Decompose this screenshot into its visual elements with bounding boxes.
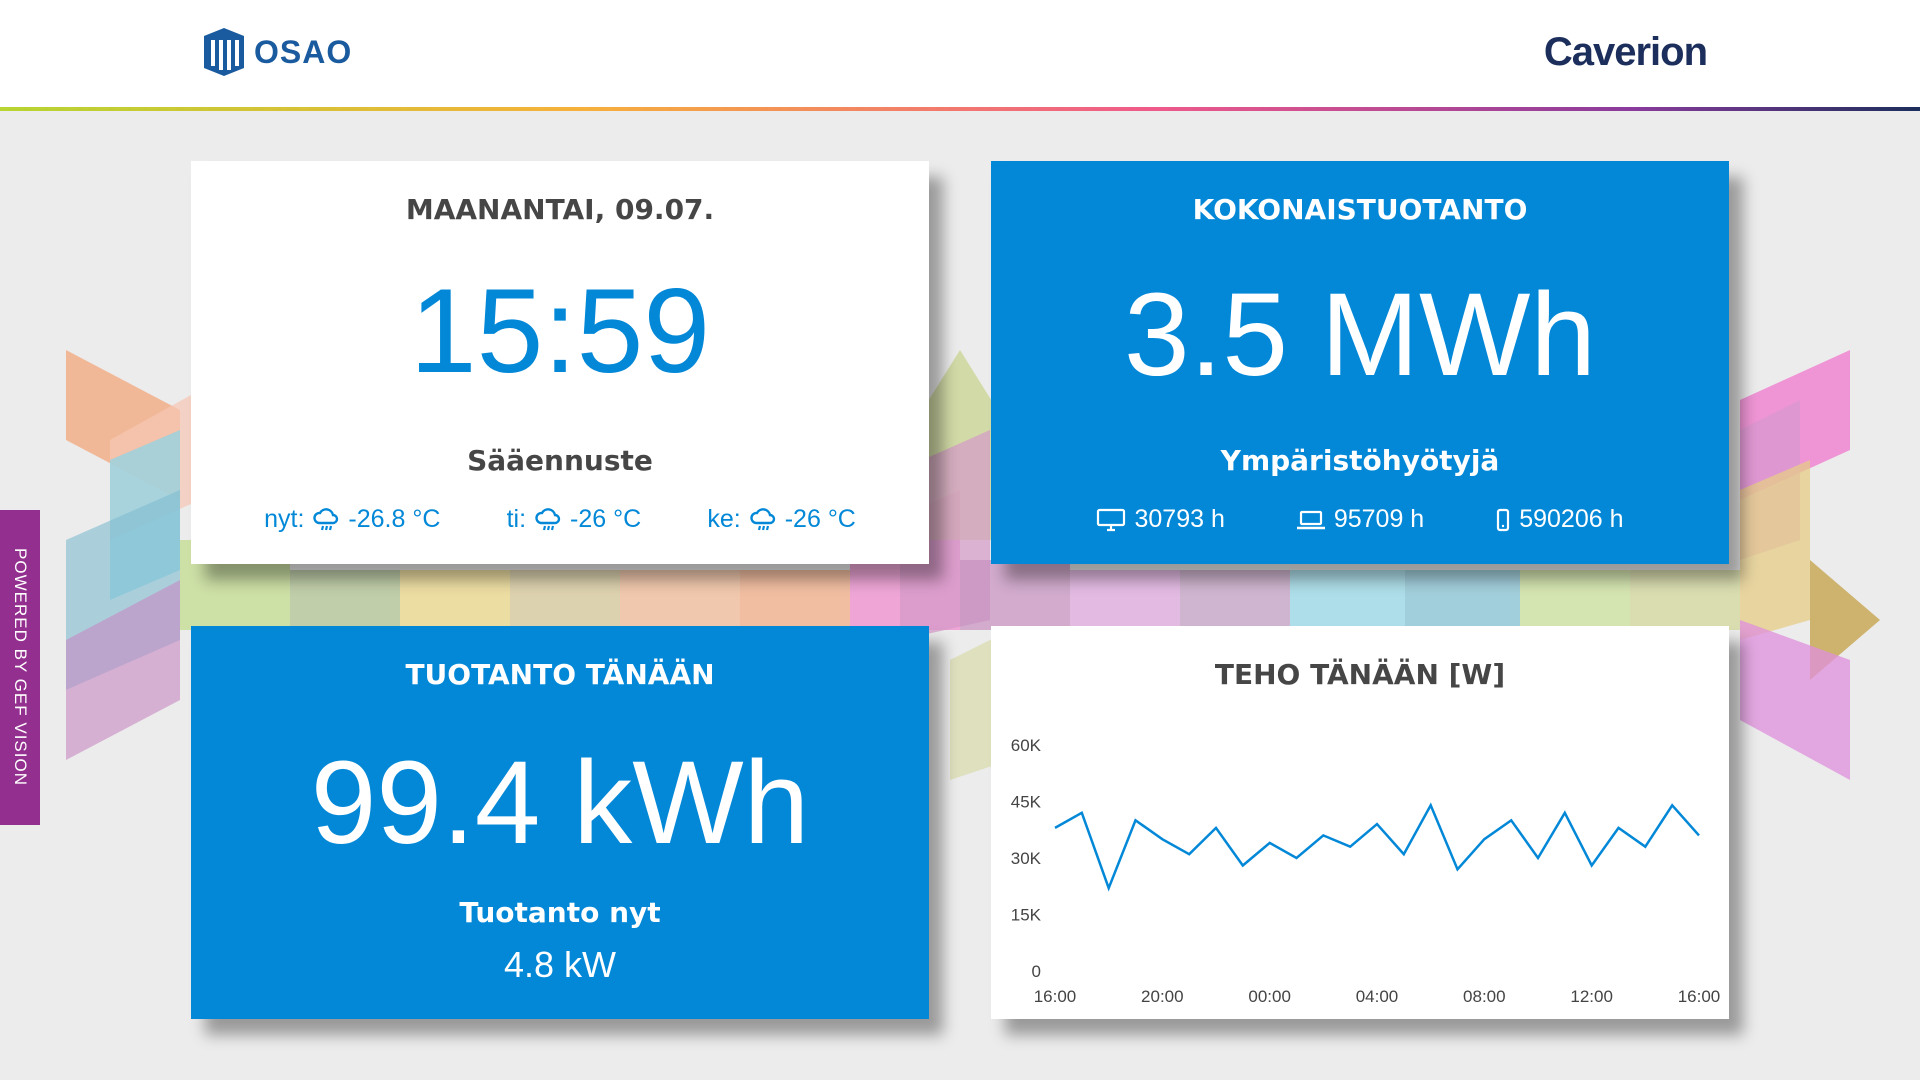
forecast-item-now: nyt: -26.8 °C xyxy=(264,505,440,534)
forecast-day: ke: xyxy=(707,505,741,533)
environment-benefits-row: 30793 h 95709 h 590206 h xyxy=(991,505,1729,534)
x-tick-label: 08:00 xyxy=(1463,987,1506,1006)
benefit-value: 590206 h xyxy=(1519,505,1624,533)
y-tick-label: 60K xyxy=(1011,736,1042,755)
clock-time: 15:59 xyxy=(409,264,711,398)
forecast-temp: -26.8 °C xyxy=(348,505,441,533)
total-production-title: KOKONAISTUOTANTO xyxy=(1192,193,1528,226)
total-production-card: KOKONAISTUOTANTO 3.5 MWh Ympäristöhyötyj… xyxy=(991,161,1729,564)
header-gradient-line xyxy=(0,107,1920,111)
forecast-heading: Sääennuste xyxy=(467,444,653,477)
today-production-title: TUOTANTO TÄNÄÄN xyxy=(405,658,715,691)
current-production-value: 4.8 kW xyxy=(503,944,617,985)
forecast-item-wednesday: ke: -26 °C xyxy=(707,505,856,534)
x-tick-label: 12:00 xyxy=(1570,987,1613,1006)
monitor-icon xyxy=(1097,508,1126,531)
today-production-value: 99.4 kWh xyxy=(310,737,810,869)
cloud-rain-icon xyxy=(535,507,561,530)
current-production-heading: Tuotanto nyt xyxy=(459,896,661,929)
caverion-logo: Caverion xyxy=(1543,30,1708,74)
laptop-icon xyxy=(1296,510,1325,529)
y-tick-label: 45K xyxy=(1011,793,1042,812)
chart-title: TEHO TÄNÄÄN [W] xyxy=(1214,658,1506,691)
cloud-rain-icon xyxy=(750,507,775,530)
top-bar xyxy=(0,0,1920,108)
forecast-day: ti: xyxy=(506,505,527,533)
clock-card: MAANANTAI, 09.07. 15:59 Sääennuste nyt: … xyxy=(191,161,929,564)
x-tick-label: 16:00 xyxy=(1678,987,1721,1006)
osao-logo-icon xyxy=(204,28,244,76)
osao-logo: OSAO xyxy=(200,26,352,78)
date-label: MAANANTAI, 09.07. xyxy=(405,193,715,226)
environment-benefits-heading: Ympäristöhyötyjä xyxy=(1220,444,1500,477)
powered-by-label: POWERED BY GEF VISION xyxy=(0,510,40,825)
y-tick-label: 0 xyxy=(1032,962,1041,981)
benefit-laptop: 95709 h xyxy=(1296,505,1424,534)
x-tick-label: 20:00 xyxy=(1141,987,1184,1006)
forecast-item-tuesday: ti: -26 °C xyxy=(507,505,642,534)
cloud-rain-icon xyxy=(313,507,339,530)
x-tick-label: 00:00 xyxy=(1248,987,1291,1006)
benefit-value: 95709 h xyxy=(1333,505,1425,533)
benefit-monitor: 30793 h xyxy=(1096,505,1225,534)
powered-by-text: POWERED BY GEF VISION xyxy=(11,548,30,786)
benefit-value: 30793 h xyxy=(1134,505,1225,533)
x-tick-label: 04:00 xyxy=(1356,987,1399,1006)
forecast-temp: -26 °C xyxy=(784,505,856,533)
benefit-phone: 590206 h xyxy=(1495,505,1623,534)
today-production-card: TUOTANTO TÄNÄÄN 99.4 kWh Tuotanto nyt 4.… xyxy=(191,626,929,1019)
y-tick-label: 15K xyxy=(1011,906,1042,925)
x-tick-label: 16:00 xyxy=(1034,987,1077,1006)
power-chart-card: TEHO TÄNÄÄN [W] 0 15K 30K 45K 60K 16:00 20:00 0… xyxy=(991,626,1729,1019)
power-line-chart: 0 15K 30K 45K 60K 16:00 20:00 00:00 04:00 08:00 12… xyxy=(1011,736,1721,1006)
forecast-day: nyt: xyxy=(264,505,305,533)
osao-logo-text: OSAO xyxy=(254,33,353,70)
forecast-temp: -26 °C xyxy=(570,505,642,533)
y-tick-label: 30K xyxy=(1011,849,1042,868)
power-series-line xyxy=(1054,802,1700,892)
forecast-row: nyt: -26.8 °C ti: -26 °C ke: -26 °C xyxy=(191,505,929,534)
total-production-value: 3.5 MWh xyxy=(1123,269,1597,401)
phone-icon xyxy=(1497,508,1510,531)
